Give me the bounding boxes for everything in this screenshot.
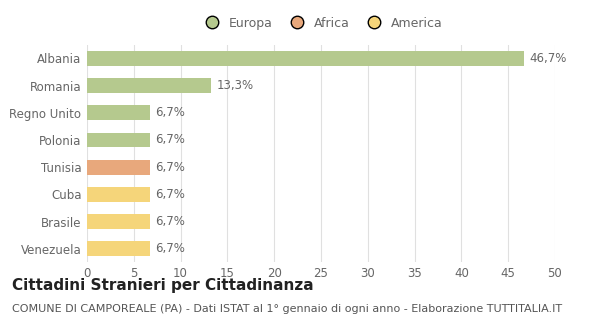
Text: 46,7%: 46,7%	[530, 52, 567, 65]
Text: Cittadini Stranieri per Cittadinanza: Cittadini Stranieri per Cittadinanza	[12, 278, 314, 293]
Text: 6,7%: 6,7%	[155, 161, 185, 174]
Text: 6,7%: 6,7%	[155, 133, 185, 147]
Bar	[87, 241, 150, 256]
Bar	[87, 51, 524, 66]
Text: 6,7%: 6,7%	[155, 242, 185, 255]
Text: 6,7%: 6,7%	[155, 188, 185, 201]
Bar	[87, 105, 150, 120]
Bar	[87, 78, 211, 93]
Text: 13,3%: 13,3%	[217, 79, 254, 92]
Bar	[87, 187, 150, 202]
Text: 6,7%: 6,7%	[155, 215, 185, 228]
Bar	[87, 132, 150, 148]
Text: 6,7%: 6,7%	[155, 106, 185, 119]
Bar	[87, 214, 150, 229]
Bar	[87, 160, 150, 175]
Text: COMUNE DI CAMPOREALE (PA) - Dati ISTAT al 1° gennaio di ogni anno - Elaborazione: COMUNE DI CAMPOREALE (PA) - Dati ISTAT a…	[12, 304, 562, 314]
Legend: Europa, Africa, America: Europa, Africa, America	[200, 17, 442, 30]
